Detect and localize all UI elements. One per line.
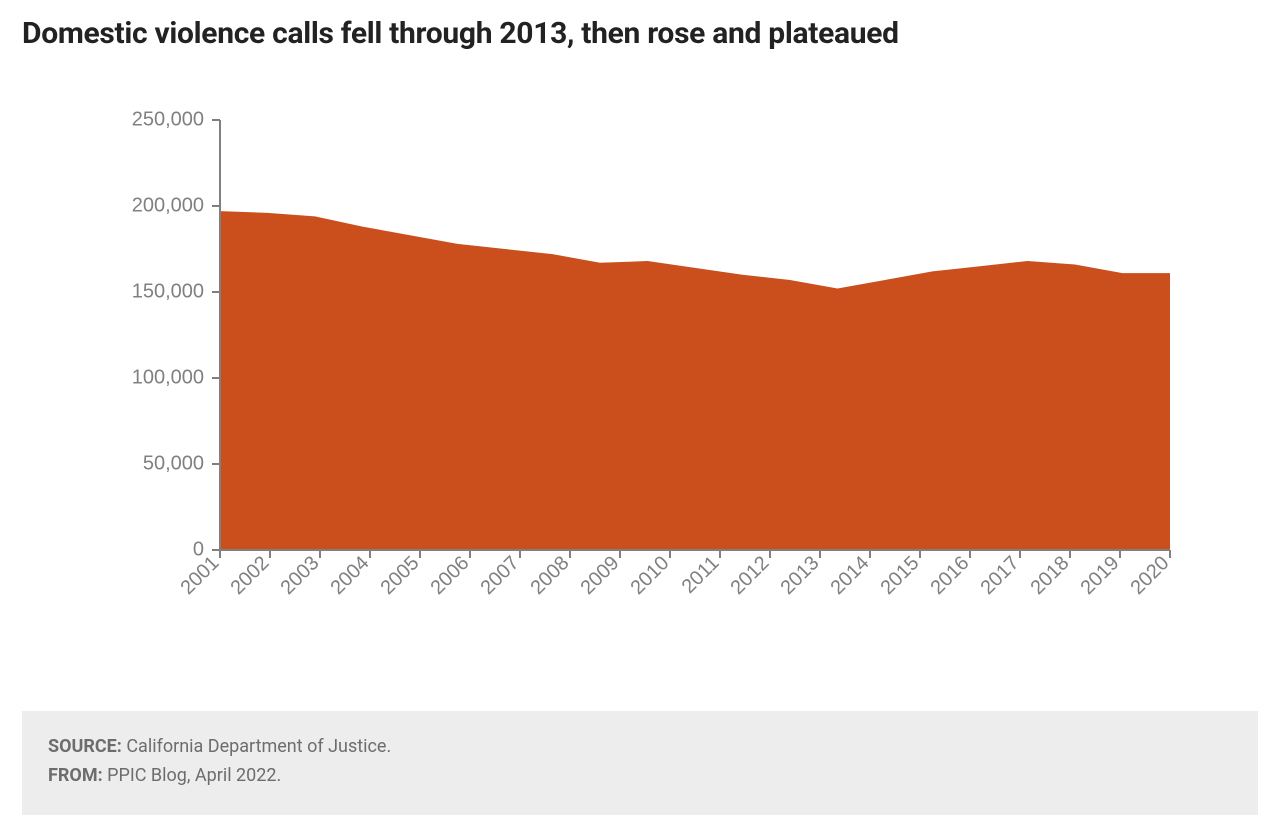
x-tick-label: 2006 xyxy=(427,552,474,599)
x-tick-label: 2014 xyxy=(827,552,874,599)
from-line: FROM: PPIC Blog, April 2022. xyxy=(48,762,1232,791)
chart-title: Domestic violence calls fell through 201… xyxy=(22,16,899,51)
x-tick-label: 2009 xyxy=(577,552,624,599)
x-tick-label: 2010 xyxy=(627,552,674,599)
area-series xyxy=(220,211,1170,550)
x-tick-label: 2016 xyxy=(927,552,974,599)
area-chart-svg: 050,000100,000150,000200,000250,00020012… xyxy=(100,110,1200,650)
x-tick-label: 2011 xyxy=(678,552,724,598)
source-label: SOURCE: xyxy=(48,736,122,757)
x-tick-label: 2002 xyxy=(227,552,274,599)
x-tick-label: 2003 xyxy=(277,552,324,599)
x-tick-label: 2019 xyxy=(1077,552,1124,599)
source-line: SOURCE: California Department of Justice… xyxy=(48,733,1232,762)
y-tick-label: 50,000 xyxy=(143,452,204,474)
x-tick-label: 2007 xyxy=(477,552,524,599)
x-tick-label: 2008 xyxy=(527,552,574,599)
chart-footer: SOURCE: California Department of Justice… xyxy=(22,711,1258,815)
chart-container: Domestic violence calls fell through 201… xyxy=(0,0,1280,837)
x-tick-label: 2013 xyxy=(777,552,824,599)
y-tick-label: 100,000 xyxy=(132,366,204,388)
x-tick-label: 2017 xyxy=(977,552,1024,599)
x-tick-label: 2012 xyxy=(727,552,774,599)
y-tick-label: 150,000 xyxy=(132,280,204,302)
from-text: PPIC Blog, April 2022. xyxy=(103,765,282,786)
chart-area: 050,000100,000150,000200,000250,00020012… xyxy=(100,110,1200,650)
x-tick-label: 2015 xyxy=(877,552,924,599)
x-tick-label: 2018 xyxy=(1027,552,1074,599)
source-text: California Department of Justice. xyxy=(122,736,391,757)
x-tick-label: 2004 xyxy=(327,552,374,599)
x-tick-label: 2020 xyxy=(1127,552,1174,599)
x-tick-label: 2005 xyxy=(377,552,424,599)
x-tick-label: 2001 xyxy=(177,552,224,599)
from-label: FROM: xyxy=(48,765,103,786)
y-tick-label: 200,000 xyxy=(132,194,204,216)
y-tick-label: 250,000 xyxy=(132,110,204,130)
